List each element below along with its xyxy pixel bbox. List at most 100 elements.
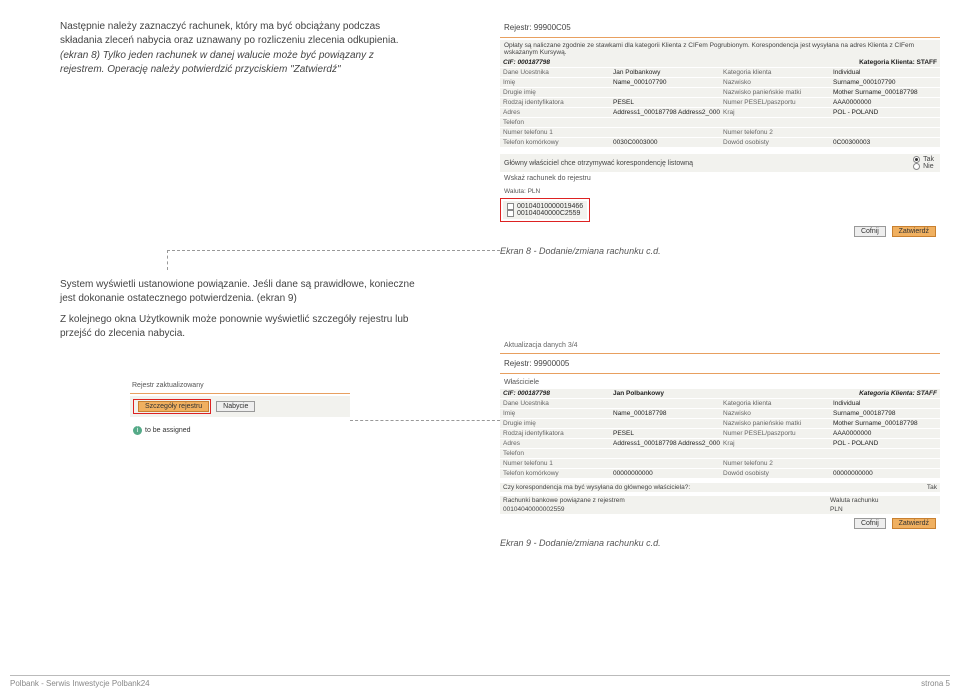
field-label: Kraj	[720, 108, 830, 117]
field-value: PESEL	[610, 429, 720, 438]
field-value: Name_000107790	[610, 78, 720, 87]
field-value: POL - POLAND	[830, 108, 940, 117]
field-value: Individual	[830, 399, 940, 408]
paragraph-3: System wyświetli ustanowione powiązanie.…	[60, 278, 420, 305]
assign-text: to be assigned	[145, 427, 191, 434]
koresp-question: Główny właściciel chce otrzymywać koresp…	[500, 157, 907, 170]
ekran8-kat: Kategoria Klienta: STAFF	[830, 58, 940, 67]
field-label: Numer telefonu 2	[720, 459, 830, 468]
wlasciciele-label: Właściciele	[500, 376, 940, 389]
ekran8-cofnij-button[interactable]: Cofnij	[854, 226, 886, 237]
footer-left: Polbank - Serwis Inwestycje Polbank24	[10, 679, 150, 688]
field-label: Dane Ucestnika	[500, 399, 610, 408]
field-value	[610, 128, 720, 137]
field-value	[830, 449, 940, 458]
field-label: Numer PESEL/paszportu	[720, 429, 830, 438]
nabycie-button[interactable]: Nabycie	[216, 401, 255, 412]
field-label: Numer telefonu 2	[720, 128, 830, 137]
waluta-label: Waluta: PLN	[500, 185, 940, 198]
ekran8-note: Opłaty są naliczane zgodnie ze stawkami …	[500, 40, 940, 58]
ekran9-kat: Kategoria Klienta: STAFF	[830, 389, 940, 398]
field-label: Kraj	[720, 439, 830, 448]
info-icon: i	[133, 426, 142, 435]
field-label: Numer telefonu 1	[500, 459, 610, 468]
paragraph-4: Z kolejnego okna Użytkownik może ponowni…	[60, 313, 420, 340]
field-label	[720, 118, 830, 127]
ekran9-zatwierdz-button[interactable]: Zatwierdź	[892, 518, 936, 529]
field-value: Jan Polbankowy	[610, 68, 720, 77]
field-label: Adres	[500, 108, 610, 117]
wal-value: PLN	[827, 505, 940, 514]
field-value: Surname_000107790	[830, 78, 940, 87]
ekran9-caption: Ekran 9 - Dodanie/zmiana rachunku c.d.	[500, 538, 940, 548]
field-value: POL - POLAND	[830, 439, 940, 448]
field-value	[610, 449, 720, 458]
field-label: Numer telefonu 1	[500, 128, 610, 137]
rach-label: Rachunki bankowe powiązane z rejestrem	[500, 496, 827, 505]
ekran9-panel: Aktualizacja danych 3/4 Rejestr: 9990000…	[500, 340, 940, 548]
field-label: Nazwisko	[720, 78, 830, 87]
radio-nie[interactable]: Nie	[913, 163, 934, 170]
field-value	[830, 118, 940, 127]
field-value: AAA0000000	[830, 98, 940, 107]
footer-right: strona 5	[921, 679, 950, 688]
field-label: Drugie imię	[500, 88, 610, 97]
field-label: Imię	[500, 78, 610, 87]
field-value	[610, 88, 720, 97]
field-value	[610, 419, 720, 428]
field-label: Dane Ucestnika	[500, 68, 610, 77]
ekran9-cif: CIF: 000187798	[500, 389, 610, 398]
field-label: Drugie imię	[500, 419, 610, 428]
field-label: Rodzaj identyfikatora	[500, 98, 610, 107]
field-label: Numer PESEL/paszportu	[720, 98, 830, 107]
field-label: Imię	[500, 409, 610, 418]
ekran8-zatwierdz-button[interactable]: Zatwierdź	[892, 226, 936, 237]
popup-panel: Rejestr zaktualizowany Szczegóły rejestr…	[130, 380, 350, 438]
mid-instruction-block: System wyświetli ustanowione powiązanie.…	[60, 278, 420, 342]
szczegoly-button[interactable]: Szczegóły rejestru	[138, 401, 209, 412]
field-value: Individual	[830, 68, 940, 77]
field-value: 0030C0003000	[610, 138, 720, 147]
account-checkbox-2[interactable]: 00104040000C2559	[507, 210, 583, 217]
wskaz-label: Wskaż rachunek do rejestru	[500, 172, 940, 185]
field-value	[610, 399, 720, 408]
ekran8-caption: Ekran 8 - Dodanie/zmiana rachunku c.d.	[500, 246, 940, 256]
wal-label: Waluta rachunku	[827, 496, 940, 505]
popup-title: Rejestr zaktualizowany	[130, 380, 350, 391]
field-label: Rodzaj identyfikatora	[500, 429, 610, 438]
field-label: Telefon	[500, 449, 610, 458]
field-value: 00000000000	[610, 469, 720, 478]
field-value: Surname_000187798	[830, 409, 940, 418]
field-value: PESEL	[610, 98, 720, 107]
field-label: Telefon komórkowy	[500, 469, 610, 478]
field-value: 00000000000	[830, 469, 940, 478]
field-label: Kategoria klienta	[720, 399, 830, 408]
ekran9-tak: Tak	[827, 483, 940, 492]
ekran9-jan: Jan Polbankowy	[610, 389, 720, 398]
ekran9-cofnij-button[interactable]: Cofnij	[854, 518, 886, 529]
field-label: Dowód osobisty	[720, 469, 830, 478]
field-value: Name_000187798	[610, 409, 720, 418]
ekran8-register-title: Rejestr: 99900C05	[500, 20, 940, 35]
field-label: Kategoria klienta	[720, 68, 830, 77]
account-checkbox-1[interactable]: 00104010000019466	[507, 203, 583, 210]
field-value	[830, 459, 940, 468]
rach-value: 00104040000002559	[500, 505, 827, 514]
field-value: Mother Surname_000187798	[830, 88, 940, 97]
field-label: Adres	[500, 439, 610, 448]
field-label: Telefon komórkowy	[500, 138, 610, 147]
instruction-block: Następnie należy zaznaczyć rachunek, któ…	[60, 20, 420, 78]
field-value: Mother Surname_000187798	[830, 419, 940, 428]
radio-tak[interactable]: Tak	[913, 156, 934, 163]
field-label: Nazwisko	[720, 409, 830, 418]
field-label: Telefon	[500, 118, 610, 127]
field-value	[610, 118, 720, 127]
field-value	[610, 459, 720, 468]
field-label: Nazwisko panieńskie matki	[720, 88, 830, 97]
field-value: Address1_000187798 Address2_000187798	[610, 439, 720, 448]
field-label: Dowód osobisty	[720, 138, 830, 147]
ekran9-koresp-q: Czy korespondencja ma być wysyłana do gł…	[500, 483, 827, 492]
field-label	[720, 449, 830, 458]
ekran8-cif: CIF: 000187798	[500, 58, 610, 67]
account-select-box: 00104010000019466 00104040000C2559	[500, 198, 590, 222]
